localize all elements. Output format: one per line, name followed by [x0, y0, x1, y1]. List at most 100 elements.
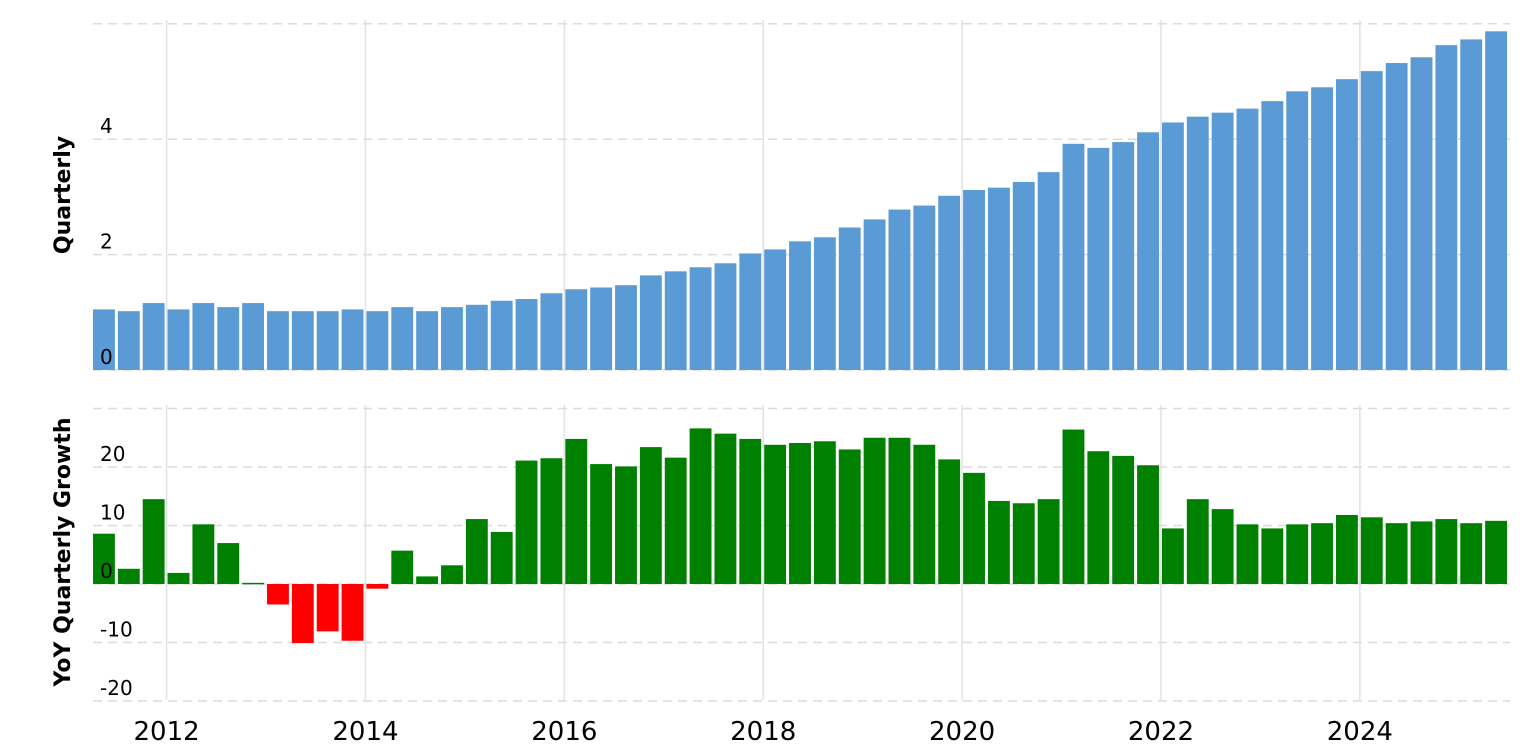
- quarterly-bar: [242, 303, 265, 370]
- quarterly-bar: [1062, 143, 1085, 370]
- top-y-tick-label: 2: [100, 230, 113, 254]
- quarterly-bar: [1012, 181, 1035, 370]
- quarterly-bar: [1385, 63, 1408, 370]
- yoy-growth-bar: [1435, 519, 1458, 584]
- quarterly-bar: [1485, 31, 1508, 371]
- quarterly-bar: [813, 237, 836, 370]
- quarterly-bar: [639, 275, 662, 370]
- yoy-growth-bar: [963, 472, 985, 584]
- quarterly-bar: [142, 303, 165, 370]
- quarterly-bar: [938, 195, 961, 370]
- yoy-growth-bar: [416, 576, 439, 584]
- labels-layer: 2012 2014 2016 2018 2020 2022 2024 0 2 4 -20 -10 0 10…: [100, 114, 1393, 747]
- yoy-growth-bar: [515, 460, 538, 584]
- yoy-growth-bar: [441, 565, 463, 584]
- yoy-growth-bar: [689, 428, 712, 584]
- yoy-growth-bar: [1112, 455, 1135, 584]
- yoy-growth-bar: [1335, 514, 1358, 584]
- quarterly-bar: [93, 309, 115, 370]
- quarterly-bar: [664, 271, 687, 370]
- yoy-growth-bar: [217, 543, 240, 584]
- quarterly-bar: [1360, 71, 1383, 370]
- yoy-growth-bar: [540, 458, 563, 584]
- yoy-growth-bar: [316, 584, 339, 632]
- quarterly-bar: [192, 303, 215, 370]
- quarterly-bar: [1037, 172, 1060, 370]
- quarterly-bar: [167, 309, 190, 370]
- yoy-growth-bar: [1360, 517, 1383, 584]
- yoy-growth-bar: [1385, 523, 1408, 584]
- quarterly-bar: [416, 311, 439, 370]
- quarterly-bar: [913, 205, 936, 370]
- quarterly-bar: [490, 300, 513, 370]
- quarterly-bar: [1112, 142, 1135, 370]
- yoy-growth-bar: [863, 437, 886, 584]
- yoy-growth-bar: [913, 444, 936, 584]
- quarterly-bar: [1236, 108, 1259, 370]
- yoy-growth-bar: [1286, 524, 1309, 584]
- quarterly-bar: [1435, 45, 1458, 371]
- yoy-growth-bar: [341, 584, 364, 641]
- yoy-growth-bar: [167, 572, 190, 584]
- quarterly-bar: [888, 209, 911, 370]
- yoy-growth-bar: [142, 499, 165, 584]
- quarterly-bar: [1286, 91, 1309, 371]
- quarterly-bar: [1186, 116, 1209, 371]
- bottom-y-tick-label: 0: [100, 559, 113, 583]
- x-tick-label: 2022: [1128, 717, 1194, 747]
- quarterly-bar: [863, 219, 886, 370]
- quarterly-bar: [465, 304, 488, 370]
- yoy-growth-bar: [615, 466, 637, 584]
- yoy-growth-bar: [1236, 524, 1259, 584]
- yoy-growth-bar: [117, 568, 140, 584]
- quarterly-bar: [117, 311, 140, 370]
- yoy-growth-bar: [764, 444, 787, 584]
- yoy-growth-bar: [1261, 528, 1284, 584]
- quarterly-bar: [291, 311, 314, 370]
- yoy-growth-bar: [291, 584, 314, 644]
- quarterly-bar: [1137, 132, 1159, 370]
- quarterly-bar: [316, 311, 339, 370]
- x-tick-label: 2014: [332, 717, 398, 747]
- x-tick-label: 2012: [134, 717, 200, 747]
- yoy-growth-bar: [1211, 509, 1234, 584]
- yoy-growth-bar: [813, 441, 836, 584]
- yoy-growth-bar: [1161, 528, 1184, 584]
- yoy-growth-bar: [565, 438, 588, 584]
- quarterly-bar: [366, 311, 389, 370]
- quarterly-bar: [689, 267, 712, 370]
- quarterly-bar: [987, 187, 1010, 370]
- quarterly-bar: [540, 293, 563, 370]
- top-panel-y-axis-label: Quarterly: [51, 136, 76, 254]
- yoy-growth-bar: [1186, 499, 1209, 584]
- yoy-growth-bar: [391, 550, 414, 584]
- x-tick-label: 2020: [929, 717, 995, 747]
- quarterly-bar: [714, 263, 737, 370]
- yoy-growth-bar: [1062, 429, 1085, 584]
- yoy-growth-bar: [490, 531, 513, 584]
- bottom-y-tick-label: 10: [100, 501, 125, 525]
- quarterly-bar: [1161, 122, 1184, 370]
- yoy-growth-bar: [242, 582, 265, 585]
- yoy-growth-bar: [1485, 520, 1508, 584]
- bottom-y-tick-label: 20: [100, 442, 125, 466]
- yoy-growth-bar: [888, 437, 911, 584]
- yoy-growth-bar: [1410, 521, 1433, 584]
- quarterly-bar: [1261, 101, 1284, 371]
- quarterly-bar: [217, 307, 240, 370]
- top-y-tick-label: 0: [100, 345, 113, 369]
- yoy-growth-bar: [789, 443, 811, 584]
- yoy-growth-bar: [938, 459, 961, 584]
- yoy-growth-bar: [366, 584, 389, 589]
- quarterly-bar: [1211, 112, 1234, 371]
- quarterly-bar: [590, 287, 613, 370]
- yoy-growth-bar: [465, 519, 488, 584]
- quarterly-bar: [963, 189, 985, 370]
- yoy-growth-bar: [639, 447, 662, 584]
- quarterly-bar: [1311, 87, 1333, 371]
- quarterly-bar: [1335, 79, 1358, 370]
- bottom-y-tick-label: -10: [100, 618, 133, 642]
- yoy-growth-bar: [838, 449, 861, 584]
- quarterly-bar: [391, 307, 414, 370]
